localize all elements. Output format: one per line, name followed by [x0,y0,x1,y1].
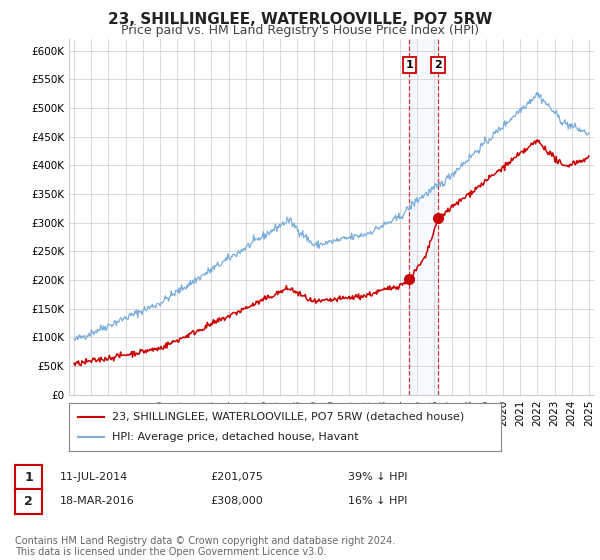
Text: 1: 1 [406,60,413,70]
Text: 11-JUL-2014: 11-JUL-2014 [60,472,128,482]
Text: 16% ↓ HPI: 16% ↓ HPI [348,496,407,506]
Text: Price paid vs. HM Land Registry's House Price Index (HPI): Price paid vs. HM Land Registry's House … [121,24,479,36]
Text: Contains HM Land Registry data © Crown copyright and database right 2024.
This d: Contains HM Land Registry data © Crown c… [15,535,395,557]
Text: 23, SHILLINGLEE, WATERLOOVILLE, PO7 5RW: 23, SHILLINGLEE, WATERLOOVILLE, PO7 5RW [108,12,492,27]
Text: £308,000: £308,000 [210,496,263,506]
Text: 1: 1 [24,470,33,484]
Text: 2: 2 [24,494,33,508]
Text: HPI: Average price, detached house, Havant: HPI: Average price, detached house, Hava… [112,432,359,442]
Text: 23, SHILLINGLEE, WATERLOOVILLE, PO7 5RW (detached house): 23, SHILLINGLEE, WATERLOOVILLE, PO7 5RW … [112,412,464,422]
Text: 2: 2 [434,60,442,70]
Bar [409,39,438,395]
Text: £201,075: £201,075 [210,472,263,482]
Text: 39% ↓ HPI: 39% ↓ HPI [348,472,407,482]
Text: 18-MAR-2016: 18-MAR-2016 [60,496,135,506]
